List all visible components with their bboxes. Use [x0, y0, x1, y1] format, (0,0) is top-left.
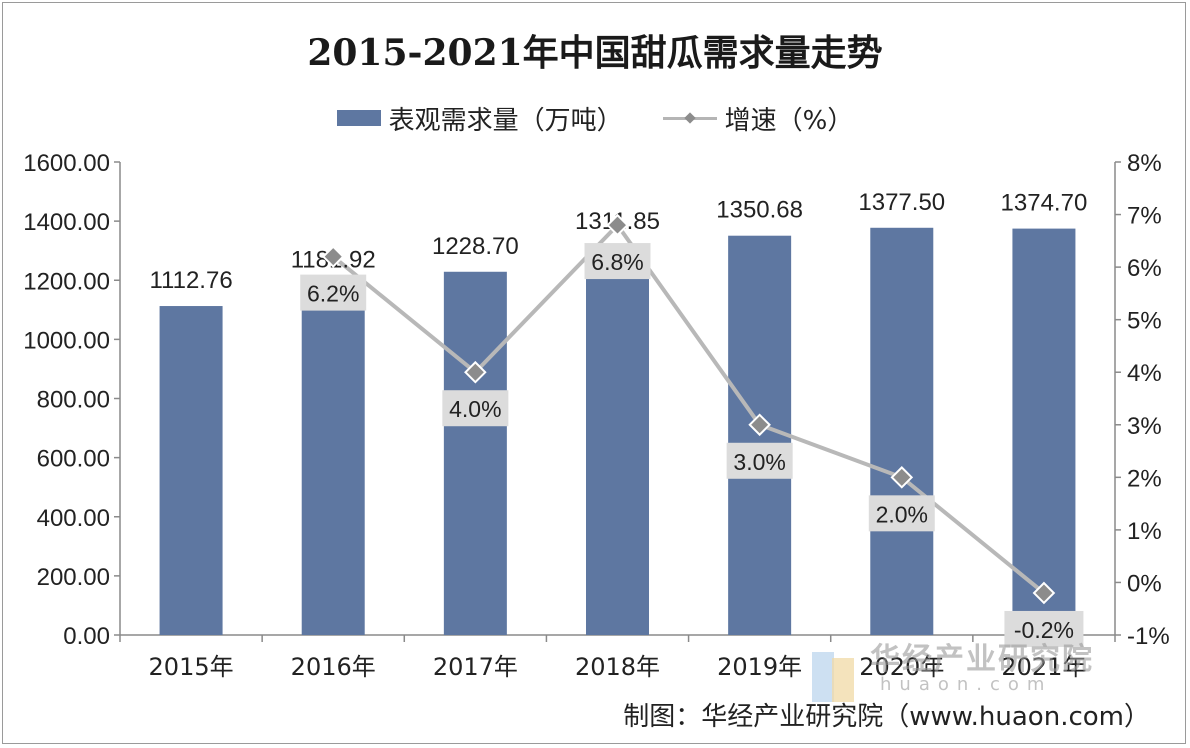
legend-item-demand: 表观需求量（万吨）: [336, 100, 623, 137]
x-tick-label: 2019年: [717, 653, 802, 681]
x-tick-label: 2021年: [1001, 653, 1086, 681]
y-left-tick-label: 200.00: [37, 564, 110, 591]
bar-value-label: 1350.68: [716, 197, 803, 224]
growth-marker: [321, 245, 345, 268]
growth-label: 6.8%: [591, 249, 643, 275]
growth-label: 2.0%: [876, 501, 928, 527]
y-right-tick-label: 6%: [1127, 255, 1162, 282]
y-left-tick-label: 0.00: [63, 623, 110, 650]
growth-label-box: [726, 442, 793, 479]
y-left-tick-label: 1000.00: [23, 327, 110, 354]
y-left-tick-label: 400.00: [37, 505, 110, 532]
legend-bar-swatch: [336, 110, 381, 126]
growth-line: [331, 221, 1046, 595]
growth-marker: [606, 213, 629, 237]
chart-title: 2015-2021年中国甜瓜需求量走势: [307, 32, 883, 74]
y-left-tick-label: 1400.00: [23, 209, 110, 236]
y-right-tick-label: 3%: [1127, 413, 1162, 440]
bar: [301, 285, 365, 635]
y-right-tick-label: 1%: [1127, 518, 1162, 545]
y-right-tick-label: 7%: [1127, 203, 1162, 230]
x-tick-label: 2015年: [149, 653, 234, 681]
y-right-tick-label: 4%: [1127, 360, 1162, 387]
bar: [586, 247, 649, 636]
y-left-tick-label: 1200.00: [23, 268, 110, 295]
growth-marker: [464, 360, 487, 384]
growth-label-box: [300, 274, 367, 311]
bar-value-label: 1228.70: [432, 233, 519, 260]
legend-label-demand: 表观需求量（万吨）: [388, 105, 623, 136]
y-left-tick-label: 800.00: [37, 387, 110, 414]
growth-marker: [890, 466, 914, 489]
bar-value-label: 1374.70: [1001, 190, 1088, 217]
chart-legend: 表观需求量（万吨） 增速（%）: [0, 98, 1190, 138]
source-footer: 制图：华经产业研究院（www.huaon.com）: [623, 702, 1150, 732]
y-right-tick-label: 8%: [1127, 150, 1162, 177]
bar-value-label: 1112.76: [149, 267, 232, 294]
y-right-tick-label: 0%: [1127, 570, 1162, 597]
bar: [443, 271, 507, 635]
bar: [159, 306, 223, 635]
y-right-tick-label: 5%: [1127, 308, 1162, 335]
y-right-tick-label: -1%: [1127, 623, 1170, 650]
growth-label-box: [442, 390, 509, 427]
x-tick-label: 2018年: [575, 653, 660, 681]
y-right-tick-label: 2%: [1127, 465, 1162, 492]
x-tick-label: 2020年: [859, 653, 944, 681]
legend-label-growth: 增速（%）: [724, 105, 854, 136]
growth-marker: [1032, 581, 1056, 605]
y-left-tick-label: 1600.00: [23, 150, 110, 177]
growth-label: 3.0%: [733, 449, 785, 475]
growth-label: -0.2%: [1014, 617, 1074, 643]
growth-marker: [748, 413, 771, 437]
legend-line-swatch: [662, 108, 717, 128]
x-tick-label: 2016年: [291, 653, 376, 681]
legend-item-growth: 增速（%）: [662, 100, 854, 137]
growth-label: 6.2%: [307, 281, 359, 307]
bar: [1012, 228, 1076, 635]
growth-label-box: [1004, 610, 1084, 647]
growth-label: 4.0%: [449, 396, 501, 422]
bar: [870, 227, 934, 636]
x-tick-label: 2017年: [433, 653, 518, 681]
bar-value-label: 1377.50: [858, 189, 945, 216]
growth-label-box: [584, 243, 651, 280]
y-left-tick-label: 600.00: [37, 446, 110, 473]
growth-label-box: [868, 495, 935, 532]
